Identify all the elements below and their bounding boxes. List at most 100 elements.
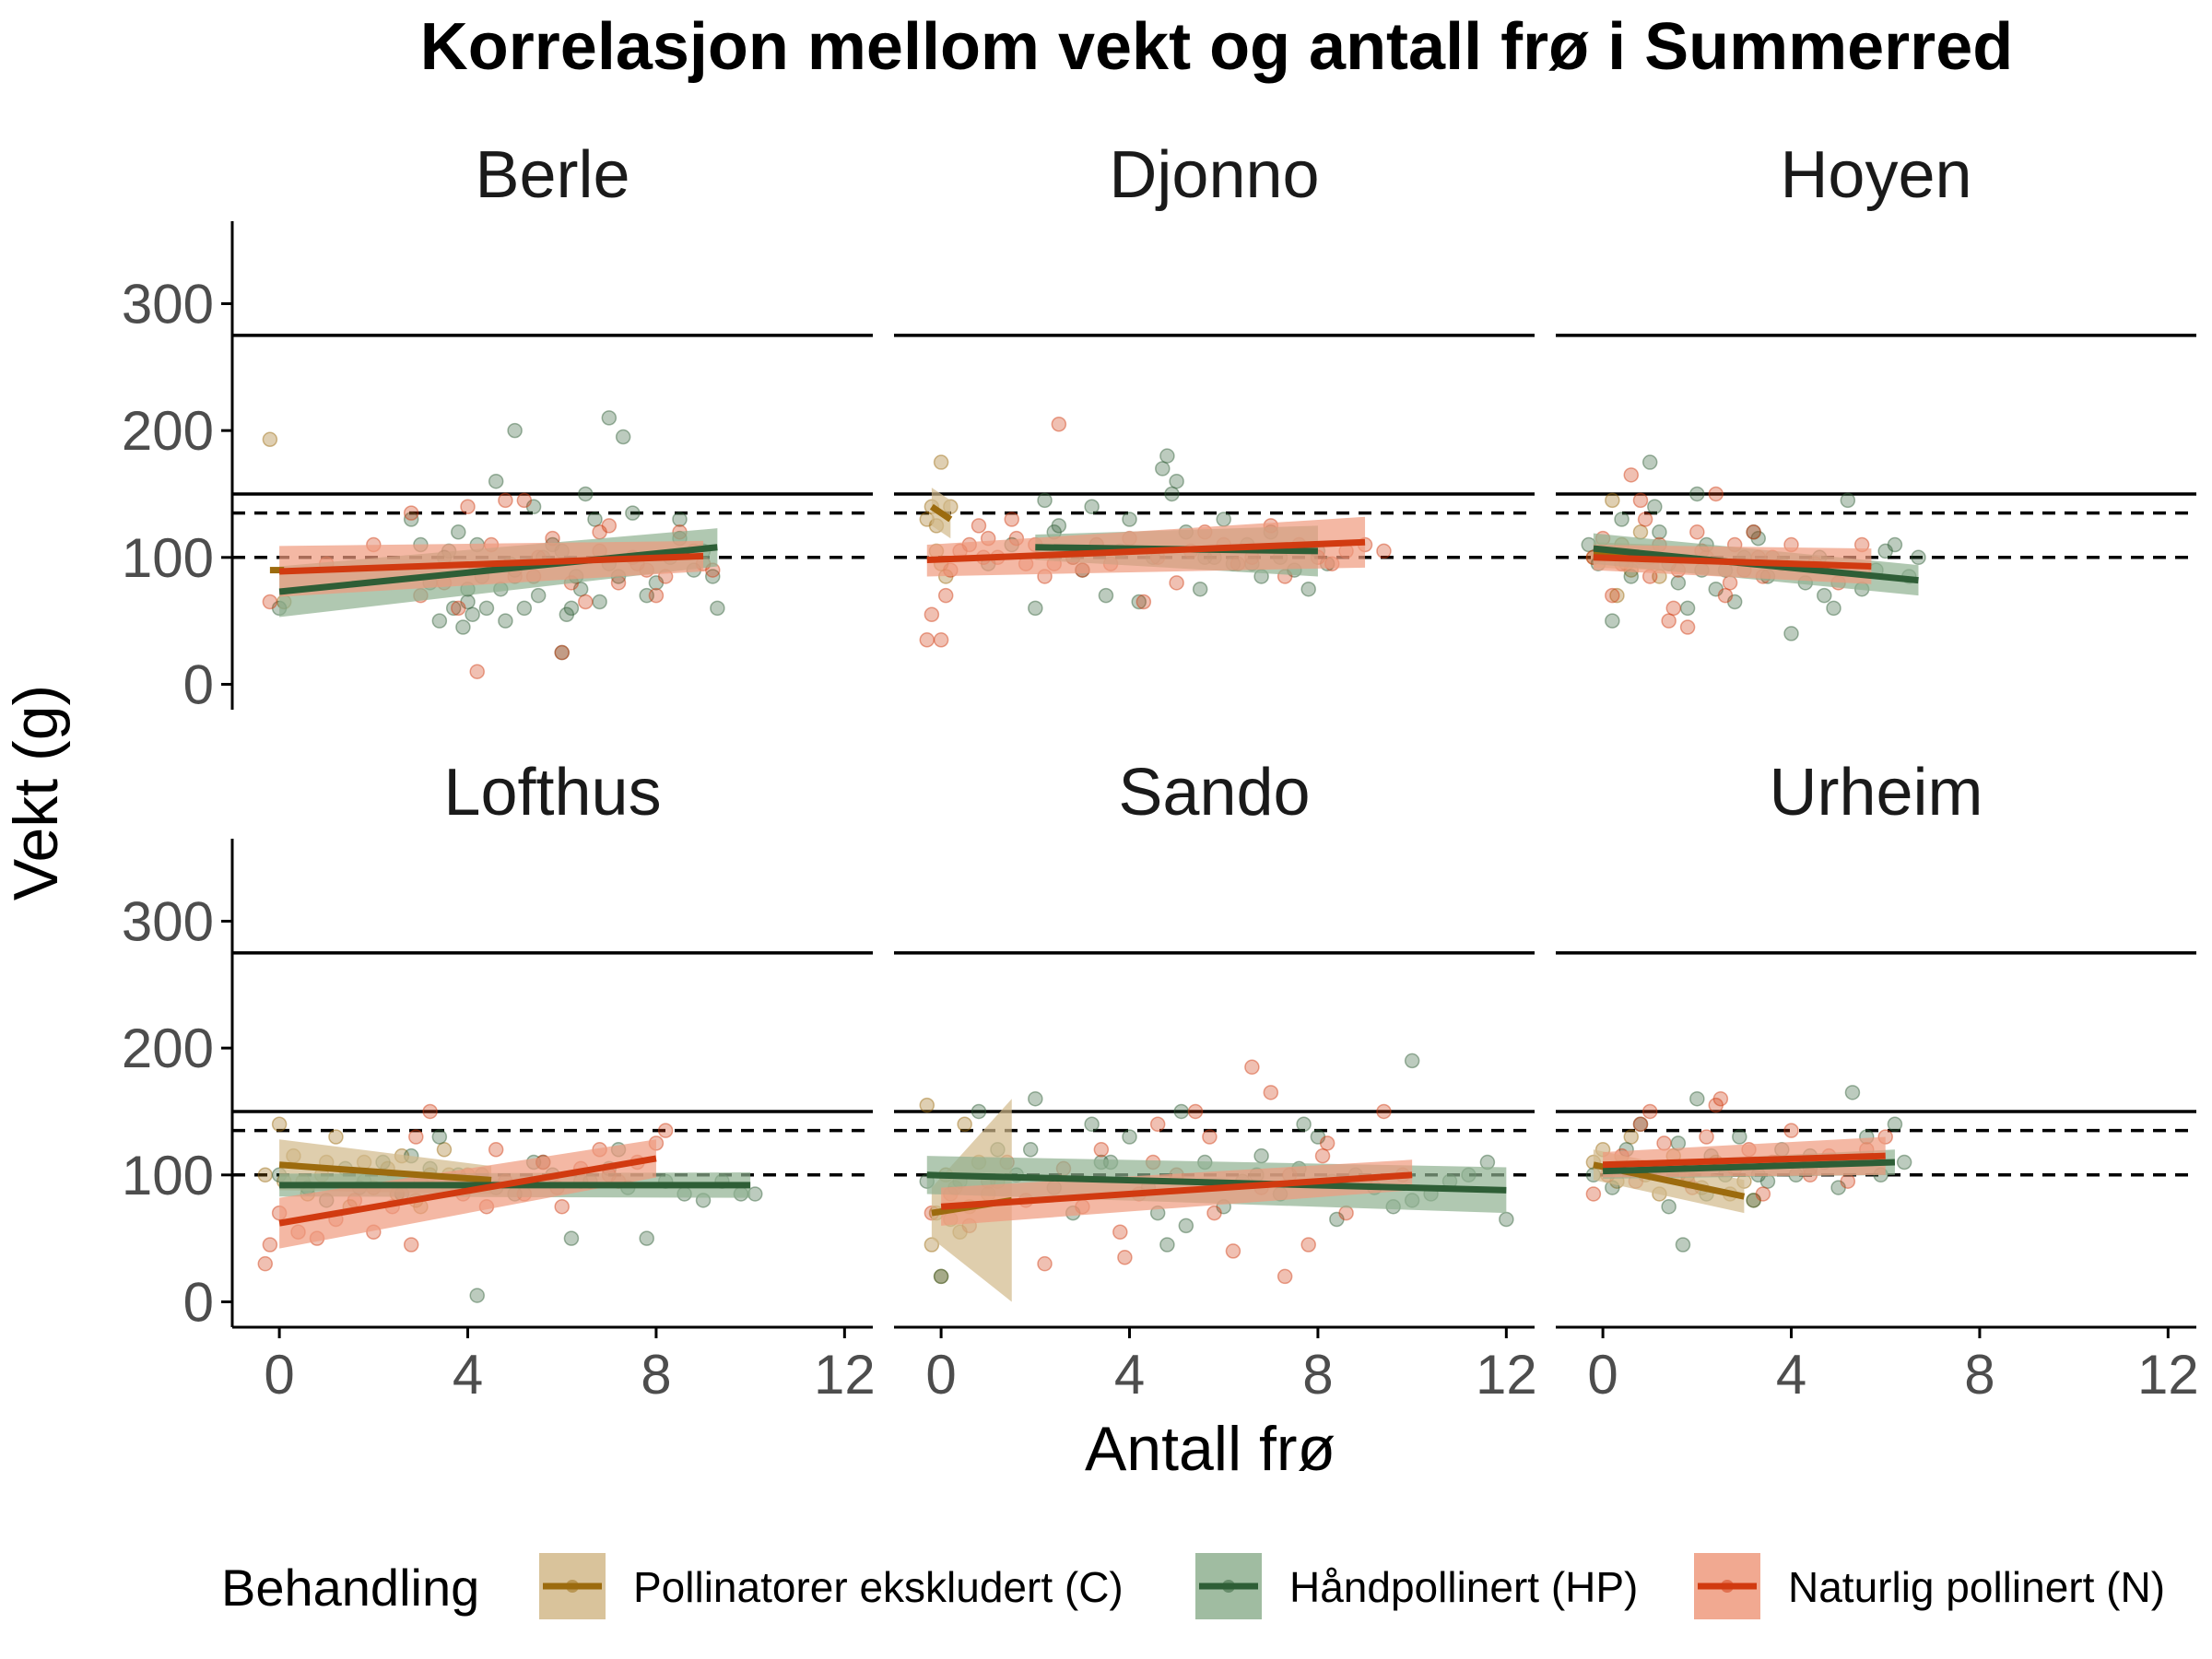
point-hp — [578, 486, 594, 502]
legend-label: Naturlig pollinert (N) — [1788, 1563, 2165, 1611]
legend: Behandling Pollinatorer ekskludert (C) Hå… — [221, 1553, 2165, 1619]
x-tick-label: 12 — [2137, 1344, 2199, 1406]
point-n — [1202, 1129, 1218, 1145]
point-c — [262, 431, 278, 448]
point-hp — [1830, 1180, 1846, 1195]
point-hp — [1037, 492, 1053, 509]
point-n — [1187, 1103, 1204, 1120]
fit-line-n — [278, 1155, 657, 1227]
panel-sando: Sando 0 4 8 12 — [894, 756, 1537, 1406]
chart-title: Korrelasjon mellom vekt og antall frø i … — [420, 10, 2013, 84]
x-tick-label: 8 — [1964, 1344, 1994, 1406]
point-c — [436, 1142, 453, 1158]
point-hp — [1670, 575, 1687, 591]
point-n — [1840, 1173, 1856, 1189]
point-n — [1314, 1147, 1331, 1164]
point-hp — [1084, 1116, 1100, 1132]
point-hp — [563, 600, 580, 617]
point-hp — [615, 429, 631, 445]
point-hp — [1159, 1237, 1175, 1253]
point-hp — [1647, 499, 1663, 514]
point-hp — [1746, 524, 1761, 540]
legend-item-n: Naturlig pollinert (N) — [1694, 1553, 2165, 1619]
point-n — [1708, 1097, 1724, 1113]
point-hp — [639, 587, 654, 604]
point-hp — [1216, 512, 1231, 527]
x-tick-label: 4 — [1114, 1344, 1145, 1406]
point-c — [957, 1116, 972, 1132]
point-hp — [451, 524, 466, 540]
point-hp — [1844, 1085, 1861, 1100]
point-hp — [1652, 524, 1667, 540]
point-n — [1244, 1059, 1260, 1076]
point-hp — [1887, 1116, 1903, 1132]
point-hp — [445, 600, 462, 617]
panel-title: Djonno — [1109, 138, 1319, 212]
point-n — [1641, 1103, 1658, 1120]
y-tick-label: 0 — [183, 1271, 214, 1333]
point-n — [1665, 600, 1682, 617]
point-hp — [1022, 1142, 1039, 1158]
legend-title: Behandling — [221, 1559, 479, 1617]
fit-line-n — [940, 1171, 1413, 1210]
point-hp — [554, 644, 570, 661]
point-c — [257, 1167, 274, 1183]
point-hp — [933, 1268, 949, 1285]
point-c — [933, 1268, 949, 1285]
point-n — [971, 518, 987, 534]
point-hp — [710, 600, 725, 617]
point-hp — [1122, 512, 1137, 527]
point-hp — [1614, 512, 1630, 527]
fit-line-c — [278, 1161, 492, 1183]
point-hp — [1689, 1090, 1705, 1107]
point-hp — [488, 473, 504, 489]
point-c — [1609, 587, 1625, 604]
point-hp — [1122, 1129, 1137, 1145]
point-hp — [1051, 518, 1067, 534]
y-tick-label: 0 — [183, 653, 214, 715]
fit-line-n — [1593, 554, 1872, 570]
point-hp — [559, 606, 575, 623]
point-hp — [1178, 1218, 1194, 1234]
panel-title: Urheim — [1769, 756, 1983, 830]
point-n — [1755, 1186, 1771, 1202]
point-hp — [1173, 1103, 1189, 1120]
point-c — [933, 454, 949, 470]
point-hp — [403, 512, 419, 527]
point-n — [648, 587, 665, 604]
point-hp — [625, 505, 641, 521]
point-n — [403, 505, 419, 521]
point-hp — [516, 600, 533, 617]
point-hp — [1632, 1116, 1649, 1132]
point-n — [1338, 1205, 1354, 1221]
point-hp — [1253, 1147, 1269, 1164]
point-hp — [525, 499, 542, 514]
point-hp — [465, 606, 480, 623]
point-hp — [1896, 1154, 1912, 1171]
point-c — [1746, 1193, 1761, 1208]
point-n — [1746, 524, 1761, 540]
point-n — [1632, 492, 1649, 509]
point-n — [937, 587, 954, 604]
legend-item-hp: Håndpollinert (HP) — [1195, 1553, 1638, 1619]
point-hp — [431, 613, 448, 629]
point-n — [1004, 512, 1020, 527]
point-hp — [1661, 1198, 1677, 1215]
panels: Berle 0 100 200 300 Djonno Hoyen Lofthus 0 100 200… — [122, 138, 2199, 1406]
point-n — [460, 499, 476, 514]
point-c — [919, 1097, 935, 1113]
point-hp — [1098, 587, 1114, 604]
point-hp — [469, 1288, 485, 1303]
point-hp — [572, 581, 589, 597]
point-n — [1319, 1135, 1335, 1151]
y-axis-label: Vekt (g) — [1, 685, 71, 900]
point-hp — [639, 1230, 654, 1246]
point-hp — [1877, 543, 1893, 559]
point-hp — [1750, 530, 1766, 547]
panel-title: Berle — [475, 138, 629, 212]
point-c — [1605, 492, 1620, 509]
point-hp — [592, 594, 607, 610]
point-hp — [1131, 594, 1147, 610]
x-tick-label: 8 — [641, 1344, 671, 1406]
point-n — [1632, 1116, 1649, 1132]
